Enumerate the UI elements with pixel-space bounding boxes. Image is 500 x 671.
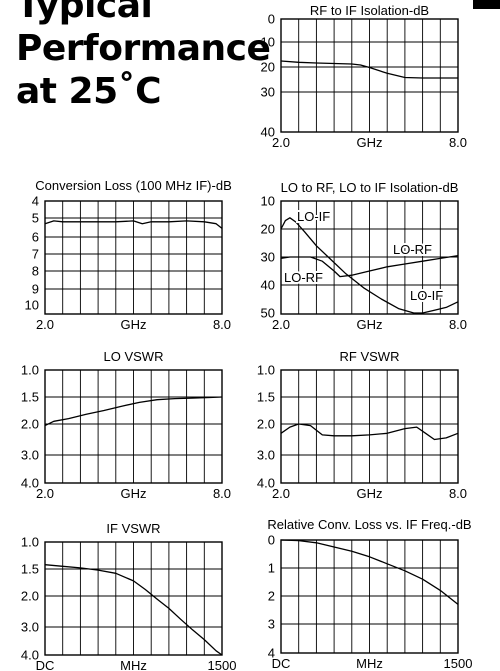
conversion-loss-x-axis-label: GHz — [121, 317, 147, 332]
y-tick-label: 50 — [261, 306, 275, 321]
y-tick-label: 40 — [261, 278, 275, 293]
y-tick-label: 30 — [261, 85, 275, 100]
y-tick-label: 2 — [268, 589, 275, 604]
y-tick-label: 1.5 — [21, 390, 39, 405]
if-vswr-title: IF VSWR — [106, 521, 160, 536]
if-vswr-plot-frame — [44, 541, 223, 656]
page-heading: Typical Performance at 25˚C — [16, 0, 271, 113]
x-tick-label: 1500 — [208, 658, 237, 671]
rf-if-isolation-title: RF to IF Isolation-dB — [310, 3, 429, 18]
lo-vswr-series-line — [44, 396, 223, 427]
y-tick-label: 3.0 — [21, 448, 39, 463]
y-tick-label: 6 — [32, 230, 39, 245]
x-tick-label: DC — [36, 658, 55, 671]
conversion-loss-series-line — [44, 220, 223, 229]
relative-conv-loss-plot-frame — [280, 539, 459, 654]
relative-conv-loss-x-axis-label: MHz — [356, 656, 383, 671]
series-label: LO-IF — [297, 209, 330, 224]
y-tick-label: 20 — [261, 222, 275, 237]
corner-mark — [473, 0, 500, 9]
y-tick-label: 1.0 — [21, 363, 39, 378]
conversion-loss-chart: Conversion Loss (100 MHz IF)-dB4 5 6 7 8 910 2… — [25, 178, 232, 332]
x-tick-label: 2.0 — [272, 486, 290, 501]
y-tick-label: 10 — [261, 194, 275, 209]
y-tick-label: 4 — [268, 646, 275, 661]
conversion-loss-title: Conversion Loss (100 MHz IF)-dB — [35, 178, 232, 193]
lo-isolation-series-line — [280, 217, 459, 314]
rf-if-isolation-chart: RF to IF Isolation-dB 0 10 20 30 402.0 8.0 GHz — [261, 3, 468, 150]
conversion-loss-plot-frame — [44, 200, 223, 315]
lo-isolation-x-axis-label: GHz — [357, 317, 383, 332]
series-label: LO-RF — [393, 242, 432, 257]
lo-vswr-x-axis-label: GHz — [121, 486, 147, 501]
heading-line-1: Typical — [16, 0, 153, 26]
y-tick-label: 10 — [261, 35, 275, 50]
y-tick-label: 3.0 — [257, 448, 275, 463]
y-tick-label: 30 — [261, 250, 275, 265]
series-label: LO-RF — [284, 270, 323, 285]
lo-isolation-series-line — [280, 254, 459, 278]
y-tick-label: 9 — [32, 282, 39, 297]
lo-isolation-chart: LO to RF, LO to IF Isolation-dB 10 20 30 40 5… — [261, 180, 468, 332]
x-tick-label: 2.0 — [272, 317, 290, 332]
y-tick-label: 3 — [268, 617, 275, 632]
y-tick-label: 40 — [261, 125, 275, 140]
lo-isolation-title: LO to RF, LO to IF Isolation-dB — [281, 180, 459, 195]
y-tick-label: 1.5 — [21, 562, 39, 577]
y-tick-label: 1 — [268, 561, 275, 576]
y-tick-label: 1.0 — [21, 535, 39, 550]
x-tick-label: 8.0 — [449, 135, 467, 150]
if-vswr-chart: IF VSWR 1.0 1.5 2.0 3.0 4.0DC 1500 MHz — [21, 521, 237, 671]
x-tick-label: 8.0 — [213, 486, 231, 501]
relative-conv-loss-title: Relative Conv. Loss vs. IF Freq.-dB — [267, 517, 471, 532]
y-tick-label: 8 — [32, 264, 39, 279]
relative-conv-loss-chart: Relative Conv. Loss vs. IF Freq.-dB0 1 2 3 4… — [267, 517, 472, 671]
x-tick-label: 1500 — [444, 656, 473, 671]
y-tick-label: 10 — [25, 298, 39, 313]
lo-vswr-title: LO VSWR — [104, 349, 164, 364]
y-tick-label: 2.0 — [21, 589, 39, 604]
rf-vswr-series-line — [280, 423, 459, 441]
heading-line-2: Performance — [16, 28, 271, 69]
y-tick-label: 4.0 — [21, 476, 39, 491]
y-tick-label: 2.0 — [21, 417, 39, 432]
y-tick-label: 0 — [268, 533, 275, 548]
rf-vswr-title: RF VSWR — [340, 349, 400, 364]
heading-line-3: at 25˚C — [16, 71, 162, 112]
x-tick-label: 2.0 — [36, 317, 54, 332]
rf-if-isolation-plot-frame — [280, 18, 459, 133]
rf-if-isolation-x-axis-label: GHz — [357, 135, 383, 150]
y-tick-label: 4.0 — [21, 648, 39, 663]
lo-isolation-plot-frame — [280, 200, 459, 315]
rf-if-isolation-series-line — [280, 60, 458, 79]
x-tick-label: 8.0 — [449, 317, 467, 332]
y-tick-label: 0 — [268, 12, 275, 27]
if-vswr-x-axis-label: MHz — [120, 658, 147, 671]
y-tick-label: 4 — [32, 194, 39, 209]
y-tick-label: 5 — [32, 211, 39, 226]
rf-vswr-plot-frame — [280, 369, 459, 484]
y-tick-label: 1.0 — [257, 363, 275, 378]
x-tick-label: 2.0 — [36, 486, 54, 501]
y-tick-label: 2.0 — [257, 417, 275, 432]
y-tick-label: 4.0 — [257, 476, 275, 491]
y-tick-label: 20 — [261, 60, 275, 75]
rf-vswr-x-axis-label: GHz — [357, 486, 383, 501]
x-tick-label: DC — [272, 656, 291, 671]
y-tick-label: 1.5 — [257, 390, 275, 405]
x-tick-label: 8.0 — [213, 317, 231, 332]
y-tick-label: 7 — [32, 247, 39, 262]
relative-conv-loss-series-line — [280, 539, 459, 605]
lo-vswr-plot-frame — [44, 369, 223, 484]
x-tick-label: 8.0 — [449, 486, 467, 501]
series-label: LO-IF — [410, 288, 443, 303]
y-tick-label: 3.0 — [21, 620, 39, 635]
x-tick-label: 2.0 — [272, 135, 290, 150]
if-vswr-series-line — [44, 564, 223, 656]
